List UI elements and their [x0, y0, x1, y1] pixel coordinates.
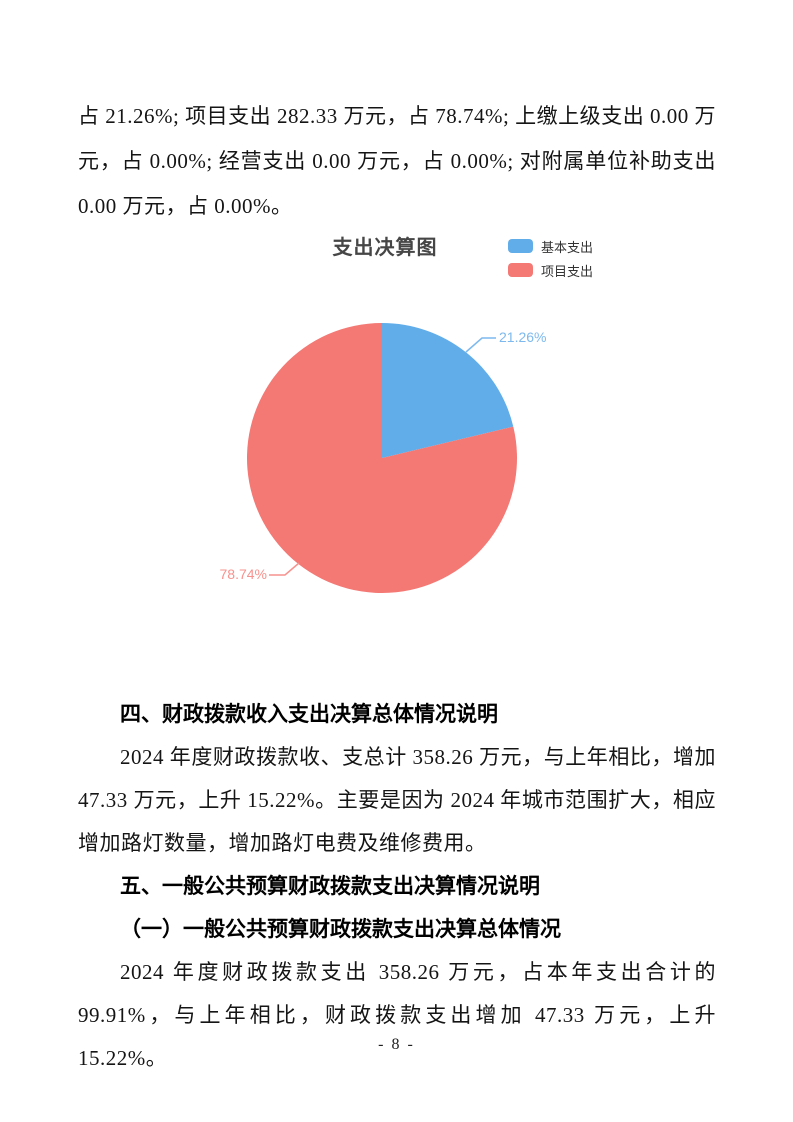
paragraph-section-4: 2024 年度财政拨款收、支总计 358.26 万元，与上年相比，增加 47.3…	[78, 745, 716, 855]
pie-slice-basic-expenditure	[382, 323, 514, 458]
section-subheading-5-1: （一）一般公共预算财政拨款支出决算总体情况	[120, 918, 561, 941]
paragraph-section-5: 2024 年度财政拨款支出 358.26 万元，占本年支出合计的 99.91%，…	[78, 960, 716, 1070]
pie-slice-project-expenditure	[246, 323, 517, 593]
legend-item-basic-expenditure: 基本支出	[508, 234, 593, 258]
pie-label-project-expenditure: 78.74%	[219, 566, 267, 582]
expenditure-pie-chart: 支出决算图 基本支出 项目支出 21.26% 78.74%	[78, 229, 716, 693]
legend-swatch-basic-icon	[508, 239, 533, 253]
legend-item-project-expenditure: 项目支出	[508, 258, 593, 282]
label-leader-line-project	[269, 562, 300, 576]
chart-title: 支出决算图	[332, 237, 438, 259]
paragraph-expenditure-breakdown: 占 21.26%; 项目支出 282.33 万元，占 78.74%; 上缴上级支…	[78, 104, 716, 218]
page-content: 占 21.26%; 项目支出 282.33 万元，占 78.74%; 上缴上级支…	[78, 94, 716, 1080]
legend-label-basic: 基本支出	[541, 239, 594, 255]
pie-chart-canvas	[246, 323, 517, 593]
section-heading-5: 五、一般公共预算财政拨款支出决算情况说明	[120, 875, 540, 898]
section-heading-4: 四、财政拨款收入支出决算总体情况说明	[120, 703, 498, 726]
legend-swatch-project-icon	[508, 263, 533, 277]
legend-label-project: 项目支出	[541, 263, 594, 279]
label-leader-line-basic	[465, 337, 496, 353]
page-number: - 8 -	[378, 1036, 415, 1053]
pie-label-basic-expenditure: 21.26%	[499, 329, 547, 345]
chart-legend: 基本支出 项目支出	[508, 234, 593, 282]
